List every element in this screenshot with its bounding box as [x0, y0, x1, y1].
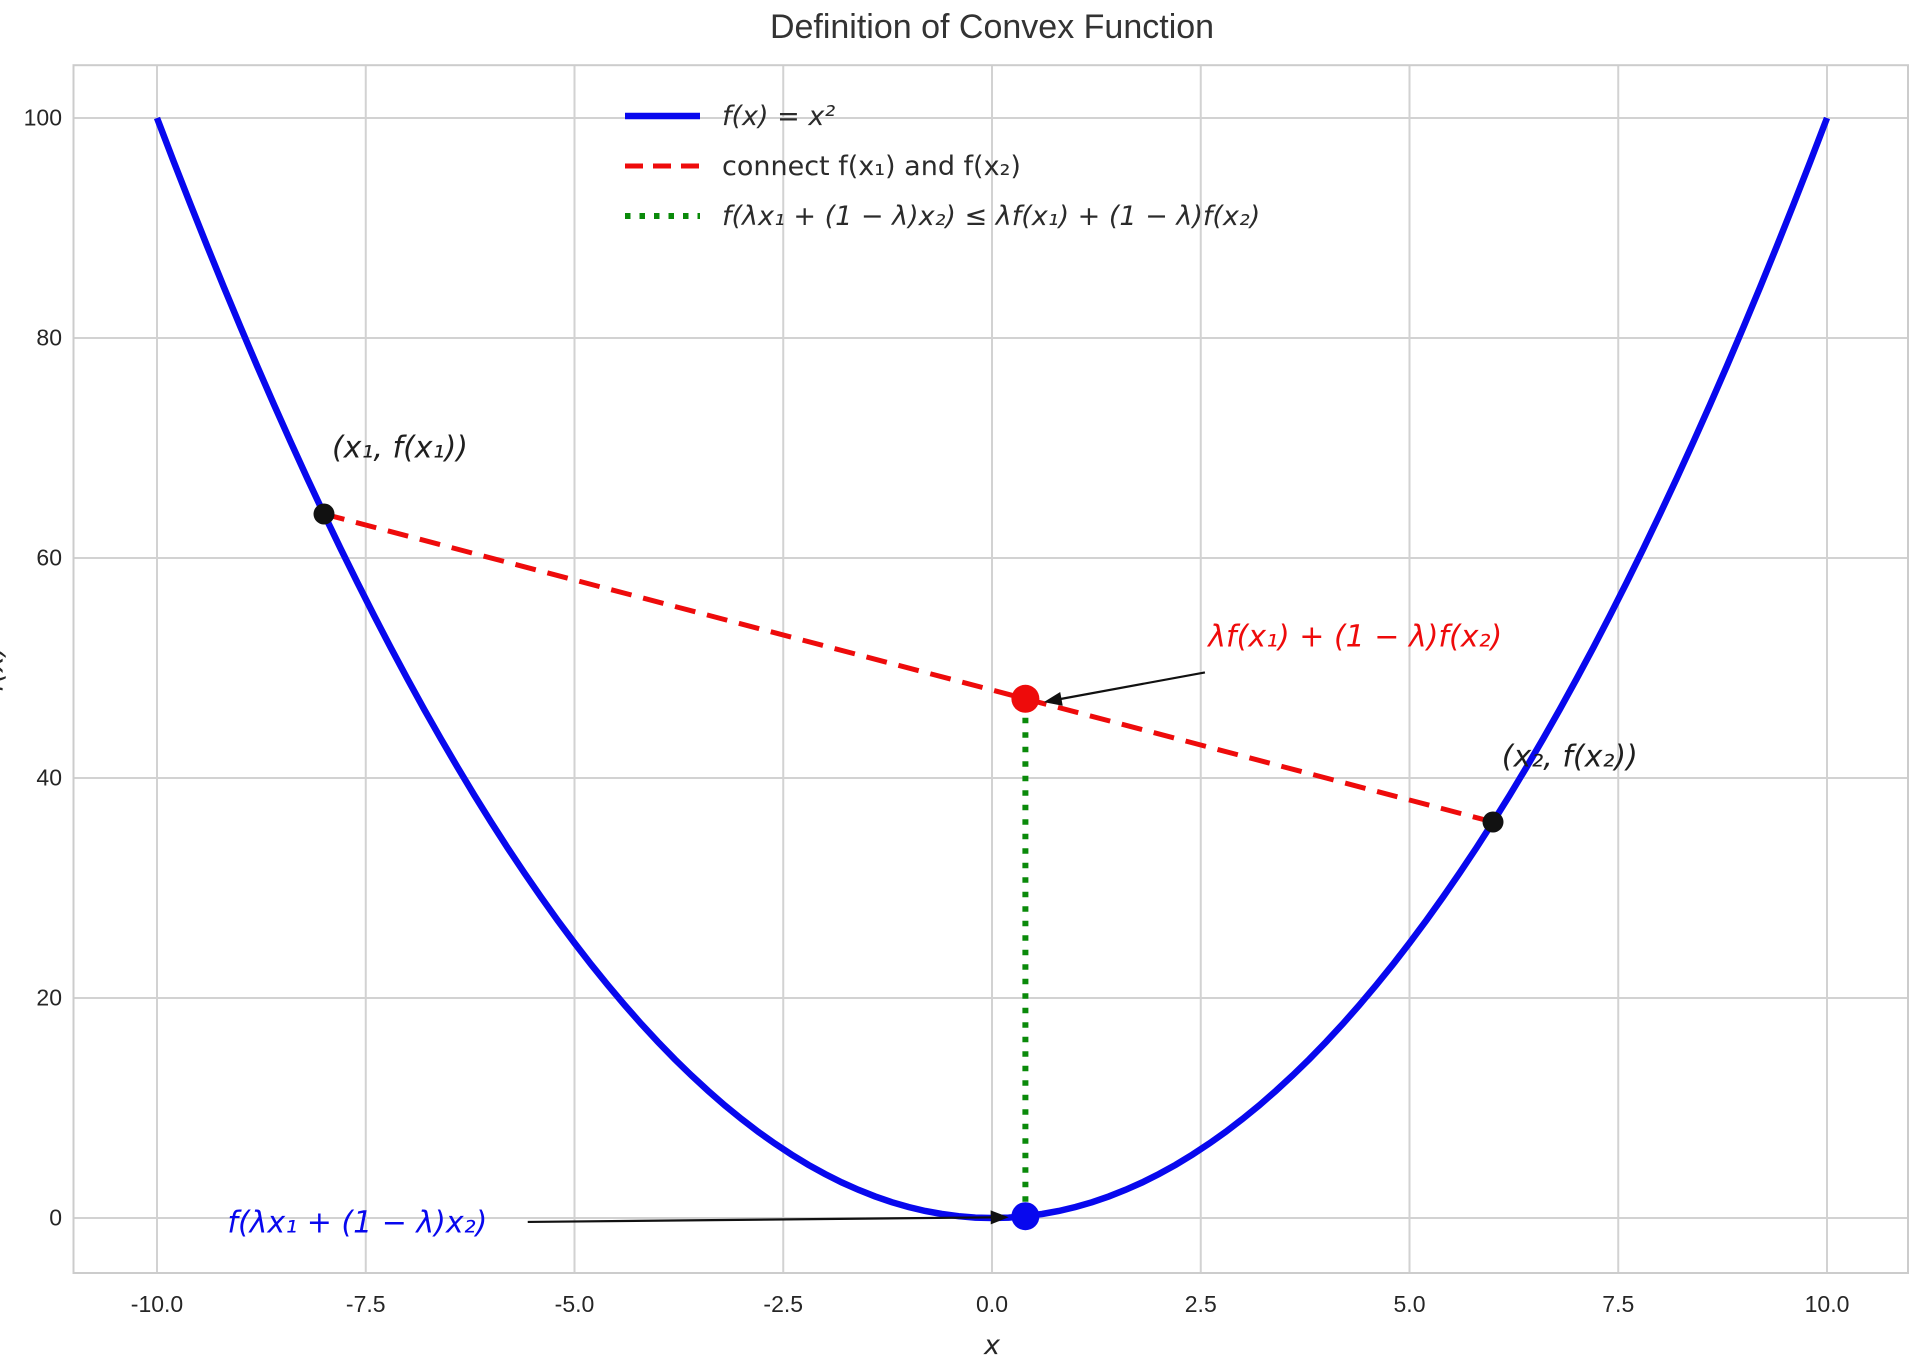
legend: f(x) = x² connect f(x₁) and f(x₂) f(λx₁ …	[625, 91, 1260, 241]
x-tick-label: -5.0	[554, 1291, 595, 1317]
y-tick-label: 100	[23, 104, 62, 131]
axes-frame	[72, 64, 1909, 1275]
x-tick-label: 10.0	[1804, 1291, 1850, 1317]
annotation-arrowhead	[1043, 691, 1063, 706]
x-tick-label: 2.5	[1184, 1291, 1217, 1317]
x-tick-label: 7.5	[1602, 1291, 1635, 1317]
data-point-red	[1011, 684, 1040, 713]
y-tick-label: 0	[49, 1204, 62, 1231]
y-tick-label: 60	[36, 544, 62, 571]
annotation-arrowhead	[990, 1210, 1009, 1225]
data-point-x2	[1482, 811, 1504, 833]
data-point-blue	[1011, 1202, 1040, 1231]
legend-swatch-dotted-line	[625, 213, 700, 219]
y-axis-label: f(x)	[0, 645, 10, 693]
y-tick-label: 20	[36, 984, 62, 1011]
legend-label-fx: f(x) = x²	[722, 100, 836, 132]
x-tick-label: -2.5	[763, 1291, 804, 1317]
annotation-arrow	[1054, 671, 1206, 702]
point-label-x2: (x₂, f(x₂))	[1501, 739, 1638, 775]
annotation-arrow	[527, 1216, 998, 1224]
x-tick-label: -10.0	[130, 1291, 184, 1317]
chart-title: Definition of Convex Function	[769, 8, 1215, 46]
x-axis-label: x	[984, 1330, 1000, 1361]
legend-item-fx: f(x) = x²	[625, 91, 1260, 141]
annotation-chord-value: λf(x₁) + (1 − λ)f(x₂)	[1208, 619, 1503, 655]
y-tick-label: 80	[36, 324, 62, 351]
x-tick-label: 5.0	[1393, 1291, 1426, 1317]
legend-swatch-dashed-line	[625, 163, 700, 169]
annotation-function-value: f(λx₁ + (1 − λ)x₂)	[227, 1205, 488, 1241]
legend-item-chord: connect f(x₁) and f(x₂)	[625, 141, 1260, 191]
y-tick-label: 40	[36, 764, 62, 791]
legend-swatch-solid-line	[625, 112, 700, 120]
legend-label-inequality: f(λx₁ + (1 − λ)x₂) ≤ λf(x₁) + (1 − λ)f(x…	[722, 200, 1261, 232]
series-dashed-line	[323, 511, 1494, 825]
data-point-x1	[313, 503, 335, 525]
x-tick-label: -7.5	[345, 1291, 386, 1317]
legend-label-chord: connect f(x₁) and f(x₂)	[722, 150, 1021, 182]
x-tick-label: 0.0	[976, 1291, 1008, 1317]
point-label-x1: (x₁, f(x₁))	[331, 430, 468, 466]
legend-item-inequality: f(λx₁ + (1 − λ)x₂) ≤ λf(x₁) + (1 − λ)f(x…	[625, 191, 1260, 241]
